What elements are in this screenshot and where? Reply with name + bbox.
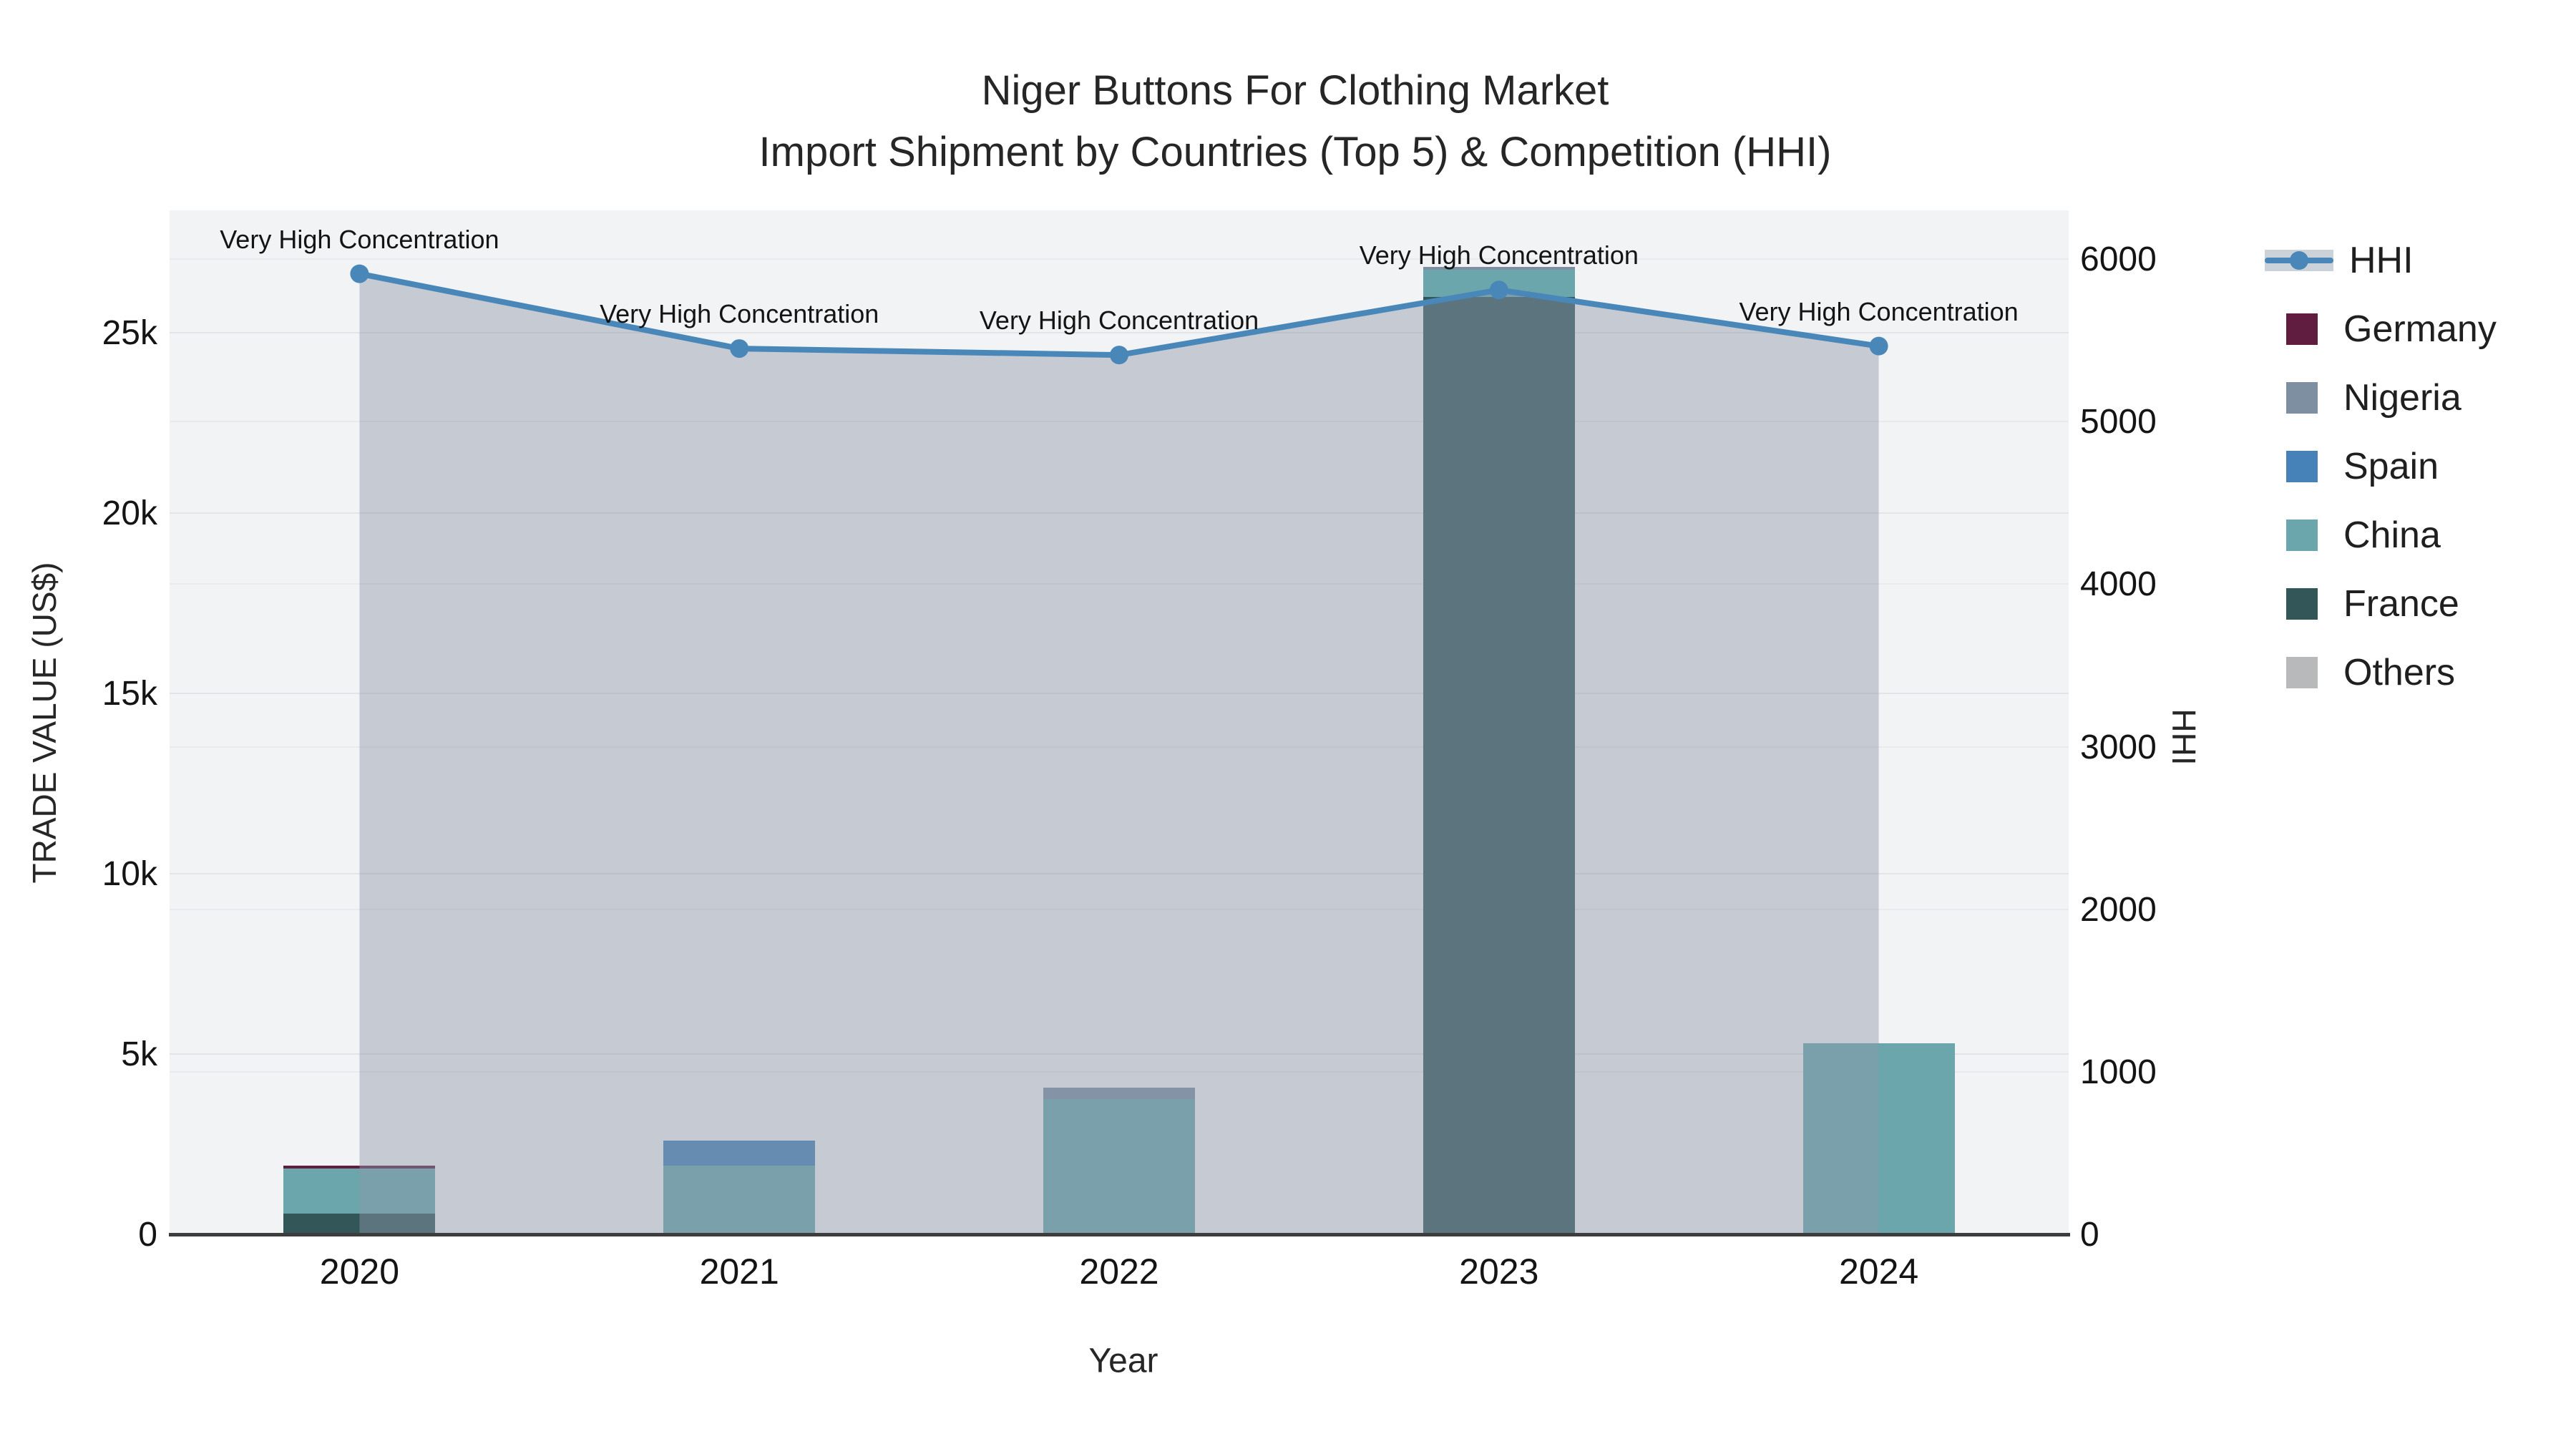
legend-item-spain[interactable]: Spain (2265, 434, 2439, 499)
chart-title: Niger Buttons For Clothing Market Import… (759, 60, 1832, 183)
plot-area (170, 210, 2069, 1234)
hhi-marker-2024[interactable] (1869, 336, 1888, 356)
hhi-marker-2022[interactable] (1110, 346, 1128, 365)
legend-swatch-china (2286, 519, 2318, 551)
x-tick-2021: 2021 (699, 1252, 779, 1292)
y-right-tick-0: 0 (2080, 1216, 2099, 1254)
legend-label-france: France (2343, 583, 2459, 625)
y-left-tick-0: 0 (138, 1216, 157, 1254)
y-left-tick-15k: 15k (102, 675, 157, 713)
y-right-tick-3000: 3000 (2080, 728, 2157, 766)
y-right-tick-6000: 6000 (2080, 240, 2157, 279)
legend-label-germany: Germany (2343, 308, 2497, 350)
bar-nigeria-2023[interactable] (1423, 267, 1575, 270)
gridline-right-3000 (170, 746, 2069, 748)
gridline-left-15000 (170, 693, 2069, 695)
bar-nigeria-2022[interactable] (1043, 1087, 1195, 1100)
y-left-tick-5k: 5k (121, 1035, 157, 1074)
gridline-left-20000 (170, 512, 2069, 514)
gridline-right-5000 (170, 421, 2069, 423)
legend-item-china[interactable]: China (2265, 502, 2441, 568)
bar-spain-2021[interactable] (663, 1140, 816, 1166)
legend-swatch-germany (2286, 313, 2318, 345)
legend-label-spain: Spain (2343, 446, 2439, 487)
bar-china-2021[interactable] (663, 1166, 816, 1234)
legend-label-hhi: HHI (2349, 240, 2414, 281)
bar-france-2020[interactable] (283, 1214, 436, 1234)
legend-swatch-others (2286, 657, 2318, 688)
chart-title-line1: Niger Buttons For Clothing Market (981, 67, 1609, 114)
y-right-tick-2000: 2000 (2080, 890, 2157, 929)
legend-label-others: Others (2343, 652, 2456, 693)
x-tick-2024: 2024 (1838, 1252, 1919, 1292)
hhi-overlay (350, 264, 1888, 1234)
legend-item-others[interactable]: Others (2265, 640, 2455, 706)
y-left-tick-20k: 20k (102, 494, 157, 533)
y-left-tick-10k: 10k (102, 855, 157, 894)
x-tick-2020: 2020 (319, 1252, 400, 1292)
gridline-right-4000 (170, 583, 2069, 585)
y-right-tick-5000: 5000 (2080, 403, 2157, 441)
gridline-right-6000 (170, 258, 2069, 260)
chart-title-line2: Import Shipment by Countries (Top 5) & C… (758, 129, 1832, 175)
legend-item-germany[interactable]: Germany (2265, 296, 2497, 362)
annotation-2024: Very High Concentration (1739, 296, 2019, 326)
legend-swatch-france (2286, 588, 2318, 620)
legend-label-china: China (2343, 514, 2441, 556)
annotation-2021: Very High Concentration (600, 299, 879, 329)
y-axis-title-right: HHI (2165, 708, 2202, 766)
legend-item-nigeria[interactable]: Nigeria (2265, 365, 2462, 431)
y-left-tick-25k: 25k (102, 314, 157, 353)
x-axis-line (169, 1233, 2070, 1236)
bar-china-2022[interactable] (1043, 1099, 1195, 1234)
legend-item-france[interactable]: France (2265, 571, 2459, 637)
y-axis-title-left: TRADE VALUE (US$) (26, 562, 63, 884)
y-right-tick-4000: 4000 (2080, 565, 2157, 604)
annotation-2022: Very High Concentration (979, 306, 1259, 336)
y-right-tick-1000: 1000 (2080, 1053, 2157, 1091)
hhi-line-swatch-icon (2265, 245, 2333, 276)
annotation-2020: Very High Concentration (220, 224, 499, 254)
bar-france-2023[interactable] (1423, 296, 1575, 1234)
legend-swatch-nigeria (2286, 382, 2318, 414)
legend-swatch-spain (2286, 451, 2318, 482)
bar-germany-2020[interactable] (283, 1166, 436, 1169)
hhi-dot-icon (2290, 251, 2308, 270)
bar-china-2023[interactable] (1423, 270, 1575, 297)
annotation-2023: Very High Concentration (1359, 240, 1639, 270)
gridline-right-2000 (170, 908, 2069, 910)
gridline-left-5000 (170, 1053, 2069, 1055)
x-tick-2022: 2022 (1079, 1252, 1159, 1292)
bar-china-2024[interactable] (1802, 1043, 1955, 1234)
hhi-marker-2020[interactable] (350, 264, 369, 283)
gridline-right-1000 (170, 1070, 2069, 1073)
legend-label-nigeria: Nigeria (2343, 377, 2462, 419)
x-tick-2023: 2023 (1459, 1252, 1539, 1292)
bar-china-2020[interactable] (283, 1169, 436, 1214)
x-axis-title: Year (1088, 1342, 1158, 1380)
legend-item-hhi[interactable]: HHI (2265, 228, 2414, 293)
gridline-left-10000 (170, 873, 2069, 875)
hhi-marker-2021[interactable] (730, 339, 749, 358)
